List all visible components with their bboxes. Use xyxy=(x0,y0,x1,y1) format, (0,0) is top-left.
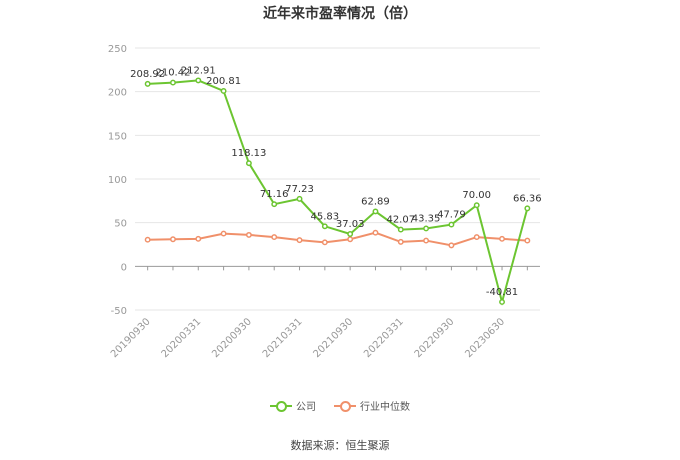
industry-data-point xyxy=(245,231,252,238)
industry-data-point xyxy=(423,237,430,244)
legend-item-company[interactable]: 公司 xyxy=(270,398,316,413)
legend-item-industry[interactable]: 行业中位数 xyxy=(334,398,410,413)
industry-data-point xyxy=(271,234,278,241)
chart-plot: -50 0 50 100 150 200 250 20190930 20200331 20200… xyxy=(108,44,542,360)
y-tick-label: 0 xyxy=(121,262,127,273)
x-tick-label: 20190930 xyxy=(109,316,153,360)
industry-data-point xyxy=(347,236,354,243)
company-data-label: 71.16 xyxy=(260,189,289,200)
x-tick-label: 20220930 xyxy=(413,316,457,360)
legend: 公司 行业中位数 xyxy=(0,398,680,413)
industry-data-point xyxy=(397,238,404,245)
legend-company-label: 公司 xyxy=(296,402,316,413)
company-data-label: 43.35 xyxy=(412,213,441,224)
company-data-label: 42.07 xyxy=(386,215,415,226)
company-data-label: 212.91 xyxy=(181,65,216,76)
legend-industry-label: 行业中位数 xyxy=(360,402,410,413)
company-data-label: -40.81 xyxy=(486,287,518,298)
y-tick-label: 250 xyxy=(108,44,127,55)
y-tick-label: 150 xyxy=(108,131,127,142)
company-data-label: 77.23 xyxy=(285,184,314,195)
industry-data-point xyxy=(524,237,531,244)
y-tick-label: 200 xyxy=(108,88,127,99)
industry-data-point xyxy=(372,229,379,236)
company-data-label: 200.81 xyxy=(206,76,241,87)
industry-data-point xyxy=(473,234,480,241)
industry-data-point xyxy=(448,242,455,249)
x-tick-label: 20210331 xyxy=(261,316,305,360)
company-data-point xyxy=(144,80,151,87)
company-data-point xyxy=(423,225,430,232)
company-data-label: 62.89 xyxy=(361,196,390,207)
industry-data-point xyxy=(499,235,505,242)
chart-title: 近年来市盈率情况（倍） xyxy=(263,6,417,22)
x-tick-label: 20220331 xyxy=(362,316,406,360)
y-tick-label: 50 xyxy=(114,219,127,230)
company-data-point xyxy=(473,202,480,209)
y-tick-label: -50 xyxy=(111,306,127,317)
company-data-point xyxy=(245,160,252,167)
company-series-line xyxy=(147,79,529,306)
company-data-point xyxy=(195,77,202,84)
company-data-point xyxy=(524,205,531,212)
company-data-label: 47.79 xyxy=(437,210,466,221)
industry-series-line xyxy=(147,231,528,247)
x-tick-label: 20210930 xyxy=(312,316,356,360)
industry-data-point xyxy=(296,237,303,244)
industry-data-point xyxy=(195,235,202,242)
x-tick-label: 20200930 xyxy=(210,316,254,360)
company-data-point xyxy=(397,226,404,233)
industry-data-point xyxy=(321,239,328,246)
company-data-label: 37.03 xyxy=(336,219,365,230)
industry-data-point xyxy=(144,236,151,243)
company-data-point xyxy=(499,299,505,305)
company-data-point xyxy=(271,201,278,208)
company-data-label: 70.00 xyxy=(462,190,491,201)
x-tick-label: 20200331 xyxy=(160,316,204,360)
legend-company-marker xyxy=(270,400,292,412)
industry-data-point xyxy=(220,230,227,237)
company-data-label: 66.36 xyxy=(513,193,542,204)
company-data-point xyxy=(347,231,354,237)
company-data-label: 45.83 xyxy=(311,211,340,222)
company-data-point xyxy=(220,88,227,94)
data-source-note: 数据来源：恒生聚源 xyxy=(290,439,390,452)
x-tick-label: 20230630 xyxy=(463,316,507,360)
x-axis-ticks: 20190930 20200331 20200930 20210331 20210930… xyxy=(109,266,528,360)
industry-data-point xyxy=(170,236,176,243)
company-data-point xyxy=(170,79,176,86)
company-data-point xyxy=(372,208,379,215)
y-axis-ticks: -50 0 50 100 150 200 250 xyxy=(108,44,127,317)
company-data-point xyxy=(296,195,303,202)
company-data-label: 208.92 xyxy=(130,69,165,80)
series-lines xyxy=(144,77,531,306)
company-data-label: 210.42 xyxy=(155,68,190,79)
legend-industry-marker xyxy=(334,400,356,412)
company-data-point xyxy=(321,223,328,230)
y-tick-label: 100 xyxy=(108,175,127,186)
company-data-label: 118.13 xyxy=(231,148,266,159)
grid-lines xyxy=(135,47,540,311)
company-data-point xyxy=(448,221,455,228)
